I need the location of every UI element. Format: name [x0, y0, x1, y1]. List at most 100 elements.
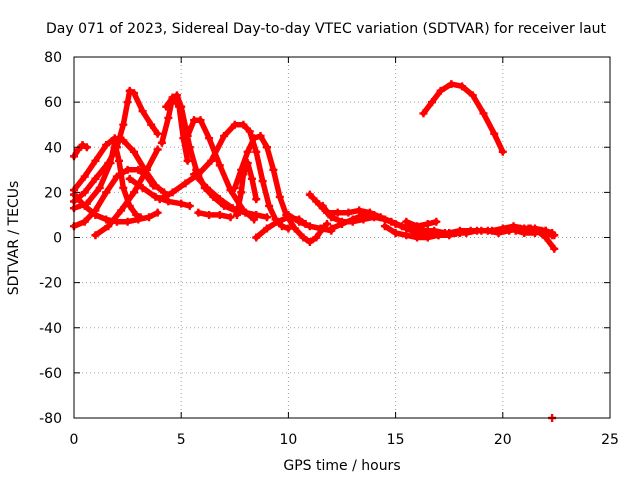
data-point [273, 217, 282, 226]
data-point [505, 226, 514, 235]
data-point [106, 159, 115, 168]
series-arc-24 [402, 217, 441, 231]
data-point [125, 174, 134, 183]
grid-lines [74, 57, 610, 418]
data-point [153, 145, 162, 154]
data-point [115, 156, 124, 165]
data-point [344, 208, 353, 217]
data-point [215, 210, 224, 219]
data-point [183, 156, 192, 165]
data-point [132, 210, 141, 219]
data-point [466, 226, 475, 235]
series-arc-1 [70, 140, 91, 161]
data-point [262, 224, 271, 233]
data-point [190, 170, 199, 179]
data-point [142, 172, 151, 181]
data-point [205, 210, 214, 219]
data-point [196, 116, 205, 125]
data-point [110, 134, 119, 143]
data-point [359, 215, 368, 224]
series-arc-11 [162, 93, 192, 165]
y-tick-label: 40 [44, 140, 62, 156]
data-point [269, 165, 278, 174]
data-point [237, 165, 246, 174]
data-point [192, 165, 201, 174]
data-point [220, 131, 229, 140]
x-tick-label: 25 [601, 432, 619, 448]
data-point [509, 222, 518, 231]
data-point [245, 127, 254, 136]
data-point [413, 233, 422, 242]
data-point [277, 222, 286, 231]
data-point [258, 177, 267, 186]
data-point [423, 233, 432, 242]
data-point [250, 215, 259, 224]
data-point [237, 188, 246, 197]
data-point [130, 89, 139, 98]
x-tick-label: 15 [387, 432, 405, 448]
data-point [413, 222, 422, 231]
data-point [172, 91, 181, 100]
data-point [134, 165, 143, 174]
data-point [290, 224, 299, 233]
data-point [232, 210, 241, 219]
data-point [548, 228, 557, 237]
data-point [250, 134, 259, 143]
data-point [305, 222, 314, 231]
data-point [91, 206, 100, 215]
data-point [78, 140, 87, 149]
x-tick-label: 10 [279, 432, 297, 448]
y-tick-label: 20 [44, 185, 62, 201]
data-point [430, 226, 439, 235]
data-point [423, 219, 432, 228]
data-point [428, 98, 437, 107]
x-tick-label: 20 [494, 432, 512, 448]
data-point [355, 206, 364, 215]
y-tick-label: 0 [53, 231, 62, 247]
series-arc-25 [419, 80, 507, 156]
data-point [134, 215, 143, 224]
data-point [91, 231, 100, 240]
data-point [252, 210, 261, 219]
data-point [312, 233, 321, 242]
data-point [95, 183, 104, 192]
data-point [318, 201, 327, 210]
data-point [275, 192, 284, 201]
data-point [207, 156, 216, 165]
data-point [455, 228, 464, 237]
data-point [102, 188, 111, 197]
data-point [262, 143, 271, 152]
data-point [147, 120, 156, 129]
data-point [164, 197, 173, 206]
data-point [488, 226, 497, 235]
data-point [125, 86, 134, 95]
data-point [125, 201, 134, 210]
data-point [252, 233, 261, 242]
data-point [284, 224, 293, 233]
data-point [299, 233, 308, 242]
data-point [322, 208, 331, 217]
series-arc-23 [380, 222, 464, 242]
data-point [215, 195, 224, 204]
data-point [123, 98, 132, 107]
data-point [550, 231, 559, 240]
data-point [338, 219, 346, 228]
data-point [177, 199, 186, 208]
data-point [243, 147, 252, 156]
data-point [490, 129, 499, 138]
data-point [498, 224, 507, 233]
data-point [119, 183, 128, 192]
data-point [477, 226, 486, 235]
y-tick-label: -60 [39, 366, 62, 382]
data-point [402, 224, 411, 233]
data-point [215, 161, 224, 170]
data-point [123, 165, 132, 174]
data-point [112, 172, 121, 181]
data-point [130, 188, 139, 197]
data-point [179, 134, 188, 143]
data-point [436, 86, 445, 95]
data-point [348, 215, 357, 224]
series-arc-7 [91, 145, 162, 240]
data-point [142, 165, 151, 174]
